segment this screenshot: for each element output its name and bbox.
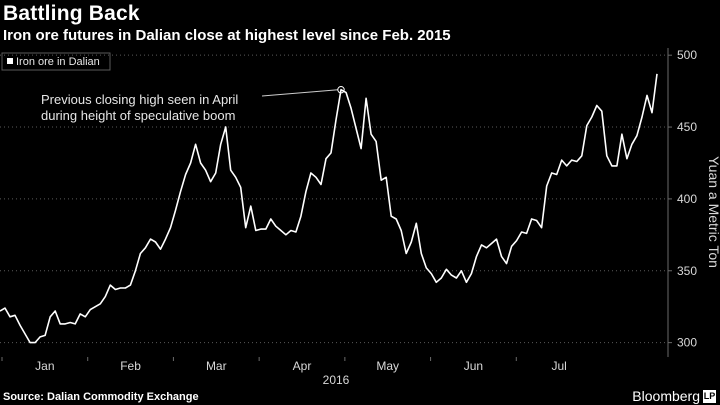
x-axis-year-label: 2016 — [323, 373, 350, 387]
x-tick-label-jan: Jan — [35, 359, 54, 373]
x-tick-label-apr: Apr — [293, 359, 312, 373]
y-tick-label: 300 — [677, 336, 697, 350]
annotation-text-line1: Previous closing high seen in April — [41, 92, 238, 107]
x-tick-label-may: May — [376, 359, 399, 373]
brand-logo: Bloomberg LP — [632, 388, 716, 404]
gridlines — [0, 54, 668, 344]
source-note: Source: Dalian Commodity Exchange — [3, 391, 199, 403]
x-tick-label-feb: Feb — [120, 359, 141, 373]
y-tick-label: 450 — [677, 120, 697, 134]
series-line-iron-ore — [0, 73, 658, 344]
x-tick-label-mar: Mar — [206, 359, 227, 373]
legend-label: Iron ore in Dalian — [16, 56, 100, 68]
brand-mark-icon: LP — [703, 389, 716, 403]
legend: Iron ore in Dalian — [1, 52, 111, 71]
legend-frame — [1, 52, 111, 71]
annotation-text-line2: during height of speculative boom — [41, 108, 235, 123]
y-tick-label: 400 — [677, 192, 697, 206]
annotation-leader-line — [261, 89, 339, 97]
y-tick-label: 350 — [677, 264, 697, 278]
x-tick-label-jun: Jun — [464, 359, 483, 373]
annotation: Previous closing high seen in April duri… — [41, 86, 345, 123]
y-tick-label: 500 — [677, 48, 697, 62]
y-axis: 300 350 400 450 500 — [668, 48, 697, 350]
legend-swatch — [7, 58, 13, 64]
chart-subtitle: Iron ore futures in Dalian close at high… — [3, 27, 451, 44]
annotation-marker — [337, 86, 345, 94]
chart-title: Battling Back — [3, 2, 140, 25]
x-axis: Jan Feb Mar Apr May Jun Jul — [1, 357, 567, 373]
y-axis-title: Yuan a Metric Ton — [706, 156, 720, 268]
x-tick-label-jul: Jul — [551, 359, 566, 373]
brand-name: Bloomberg — [632, 388, 700, 404]
